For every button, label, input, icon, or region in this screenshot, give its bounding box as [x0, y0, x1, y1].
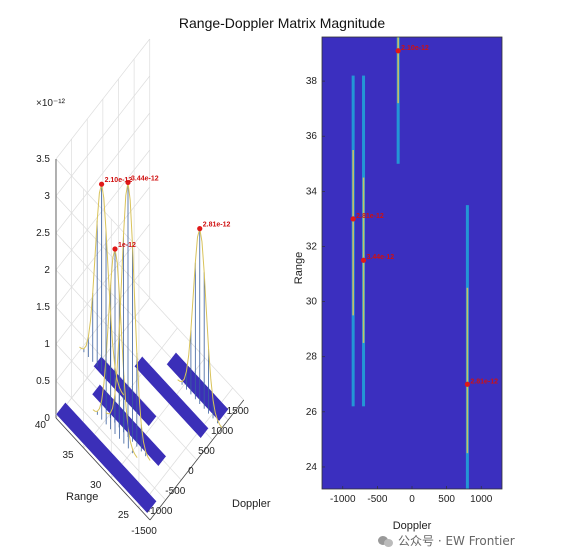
heatmap-y-tick-label: 24	[306, 462, 318, 473]
y-tick-label: 40	[35, 420, 47, 431]
heatmap-y-tick-label: 38	[306, 76, 318, 87]
heatmap-x-label: Doppler	[393, 520, 432, 532]
heatmap-peak-label: 2.10e-12	[401, 45, 429, 52]
heatmap-ridge-core	[466, 287, 469, 454]
z-tick-labels: 0 0.5 1 1.5 2 2.5 3 3.5	[36, 154, 50, 424]
y-axis-line	[55, 417, 151, 521]
heatmap-peak-label: 3.44e-12	[367, 254, 395, 261]
y-axis-label: Range	[66, 491, 98, 503]
z-tick-label: 1	[44, 339, 50, 350]
heatmap-y-tick-label: 36	[306, 131, 318, 142]
z-exponent-label: ×10⁻¹²	[36, 98, 66, 109]
x-tick-label: -1500	[131, 526, 157, 537]
heatmap-y-ticks: 24 26 28 30 32 34 36 38	[306, 76, 325, 473]
heatmap-x-tick-label: 0	[409, 494, 415, 505]
peak-marker	[112, 246, 118, 252]
heatmap-peaks: 2.10e-12 2.81e-12 3.44e-12 2.81e-12	[350, 45, 498, 387]
heatmap-ridge-core	[352, 150, 354, 316]
y-tick-labels: 25 30 35 40	[35, 420, 130, 521]
heatmap-background	[322, 37, 502, 489]
watermark-text: 公众号 · EW Frontier	[398, 534, 515, 548]
heatmap-y-tick-label: 34	[306, 186, 318, 197]
heatmap-peak-marker	[360, 257, 367, 263]
z-tick-label: 2.5	[36, 228, 50, 239]
wechat-icon	[378, 534, 394, 548]
x-tick-label: 0	[188, 466, 194, 477]
x-tick-label: 1000	[211, 426, 234, 437]
z-tick-label: 3	[44, 191, 50, 202]
z-tick-label: 0	[44, 413, 50, 424]
heatmap-y-label: Range	[293, 252, 305, 284]
heatmap-x-tick-label: 1000	[470, 494, 493, 505]
grid-line	[71, 397, 166, 501]
y-tick-label: 35	[63, 450, 75, 461]
peak-marker	[197, 226, 203, 232]
z-tick-label: 2	[44, 265, 50, 276]
peak-label: 2.10e-12	[105, 177, 133, 184]
x-tick-label: 1500	[227, 406, 250, 417]
heatmap-peak-label: 2.81e-12	[356, 213, 384, 220]
heatmap-x-tick-label: 500	[438, 494, 455, 505]
x-axis-line	[149, 399, 245, 521]
z-tick-label: 3.5	[36, 154, 50, 165]
x-axis-label: Doppler	[232, 498, 271, 510]
heatmap-peak-marker	[464, 381, 470, 387]
figure-title: Range-Doppler Matrix Magnitude	[179, 15, 385, 31]
peak-label: 1e-12	[118, 242, 136, 249]
y-tick-label: 30	[90, 480, 102, 491]
heatmap-x-ticks: -1000 -500 0 500 1000	[330, 486, 493, 505]
heatmap-y-tick-label: 32	[306, 241, 318, 252]
peak-marker	[98, 181, 105, 187]
peak-marker	[125, 179, 131, 186]
grid-line	[149, 297, 245, 401]
surface-peaks: 1e-12 3.44e-122.10e-12 2.81e-12	[98, 175, 231, 252]
heatmap-peak-label: 2.81e-12	[470, 378, 498, 385]
surface-patch	[134, 355, 209, 439]
surface-mesh	[55, 182, 229, 514]
y-tick-label: 25	[118, 510, 130, 521]
heatmap-y-tick-label: 30	[306, 297, 318, 308]
heatmap-x-tick-label: -500	[367, 494, 387, 505]
surface-patch	[55, 401, 157, 514]
heatmap-peak-marker	[395, 48, 401, 54]
x-tick-label: -1000	[147, 506, 173, 517]
heatmap-plot: 2.10e-12 2.81e-12 3.44e-12 2.81e-12 -1000 -5…	[293, 36, 503, 532]
heatmap-y-tick-label: 28	[306, 352, 318, 363]
peak-label: 2.81e-12	[203, 222, 231, 229]
watermark: 公众号 · EW Frontier	[378, 532, 515, 549]
heatmap-ridge-core	[397, 37, 399, 104]
x-tick-label: 500	[198, 446, 215, 457]
heatmap-x-tick-label: -1000	[330, 494, 356, 505]
heatmap-peak-marker	[350, 216, 356, 222]
x-tick-label: -500	[165, 486, 185, 497]
heatmap-y-tick-label: 26	[306, 407, 318, 418]
surface-plot: 1e-12 3.44e-122.10e-12 2.81e-12 0 0.5 1 1.5 2 2…	[35, 38, 271, 537]
z-tick-label: 0.5	[36, 376, 50, 387]
z-tick-label: 1.5	[36, 302, 50, 313]
peak-label: 3.44e-12	[131, 175, 159, 182]
